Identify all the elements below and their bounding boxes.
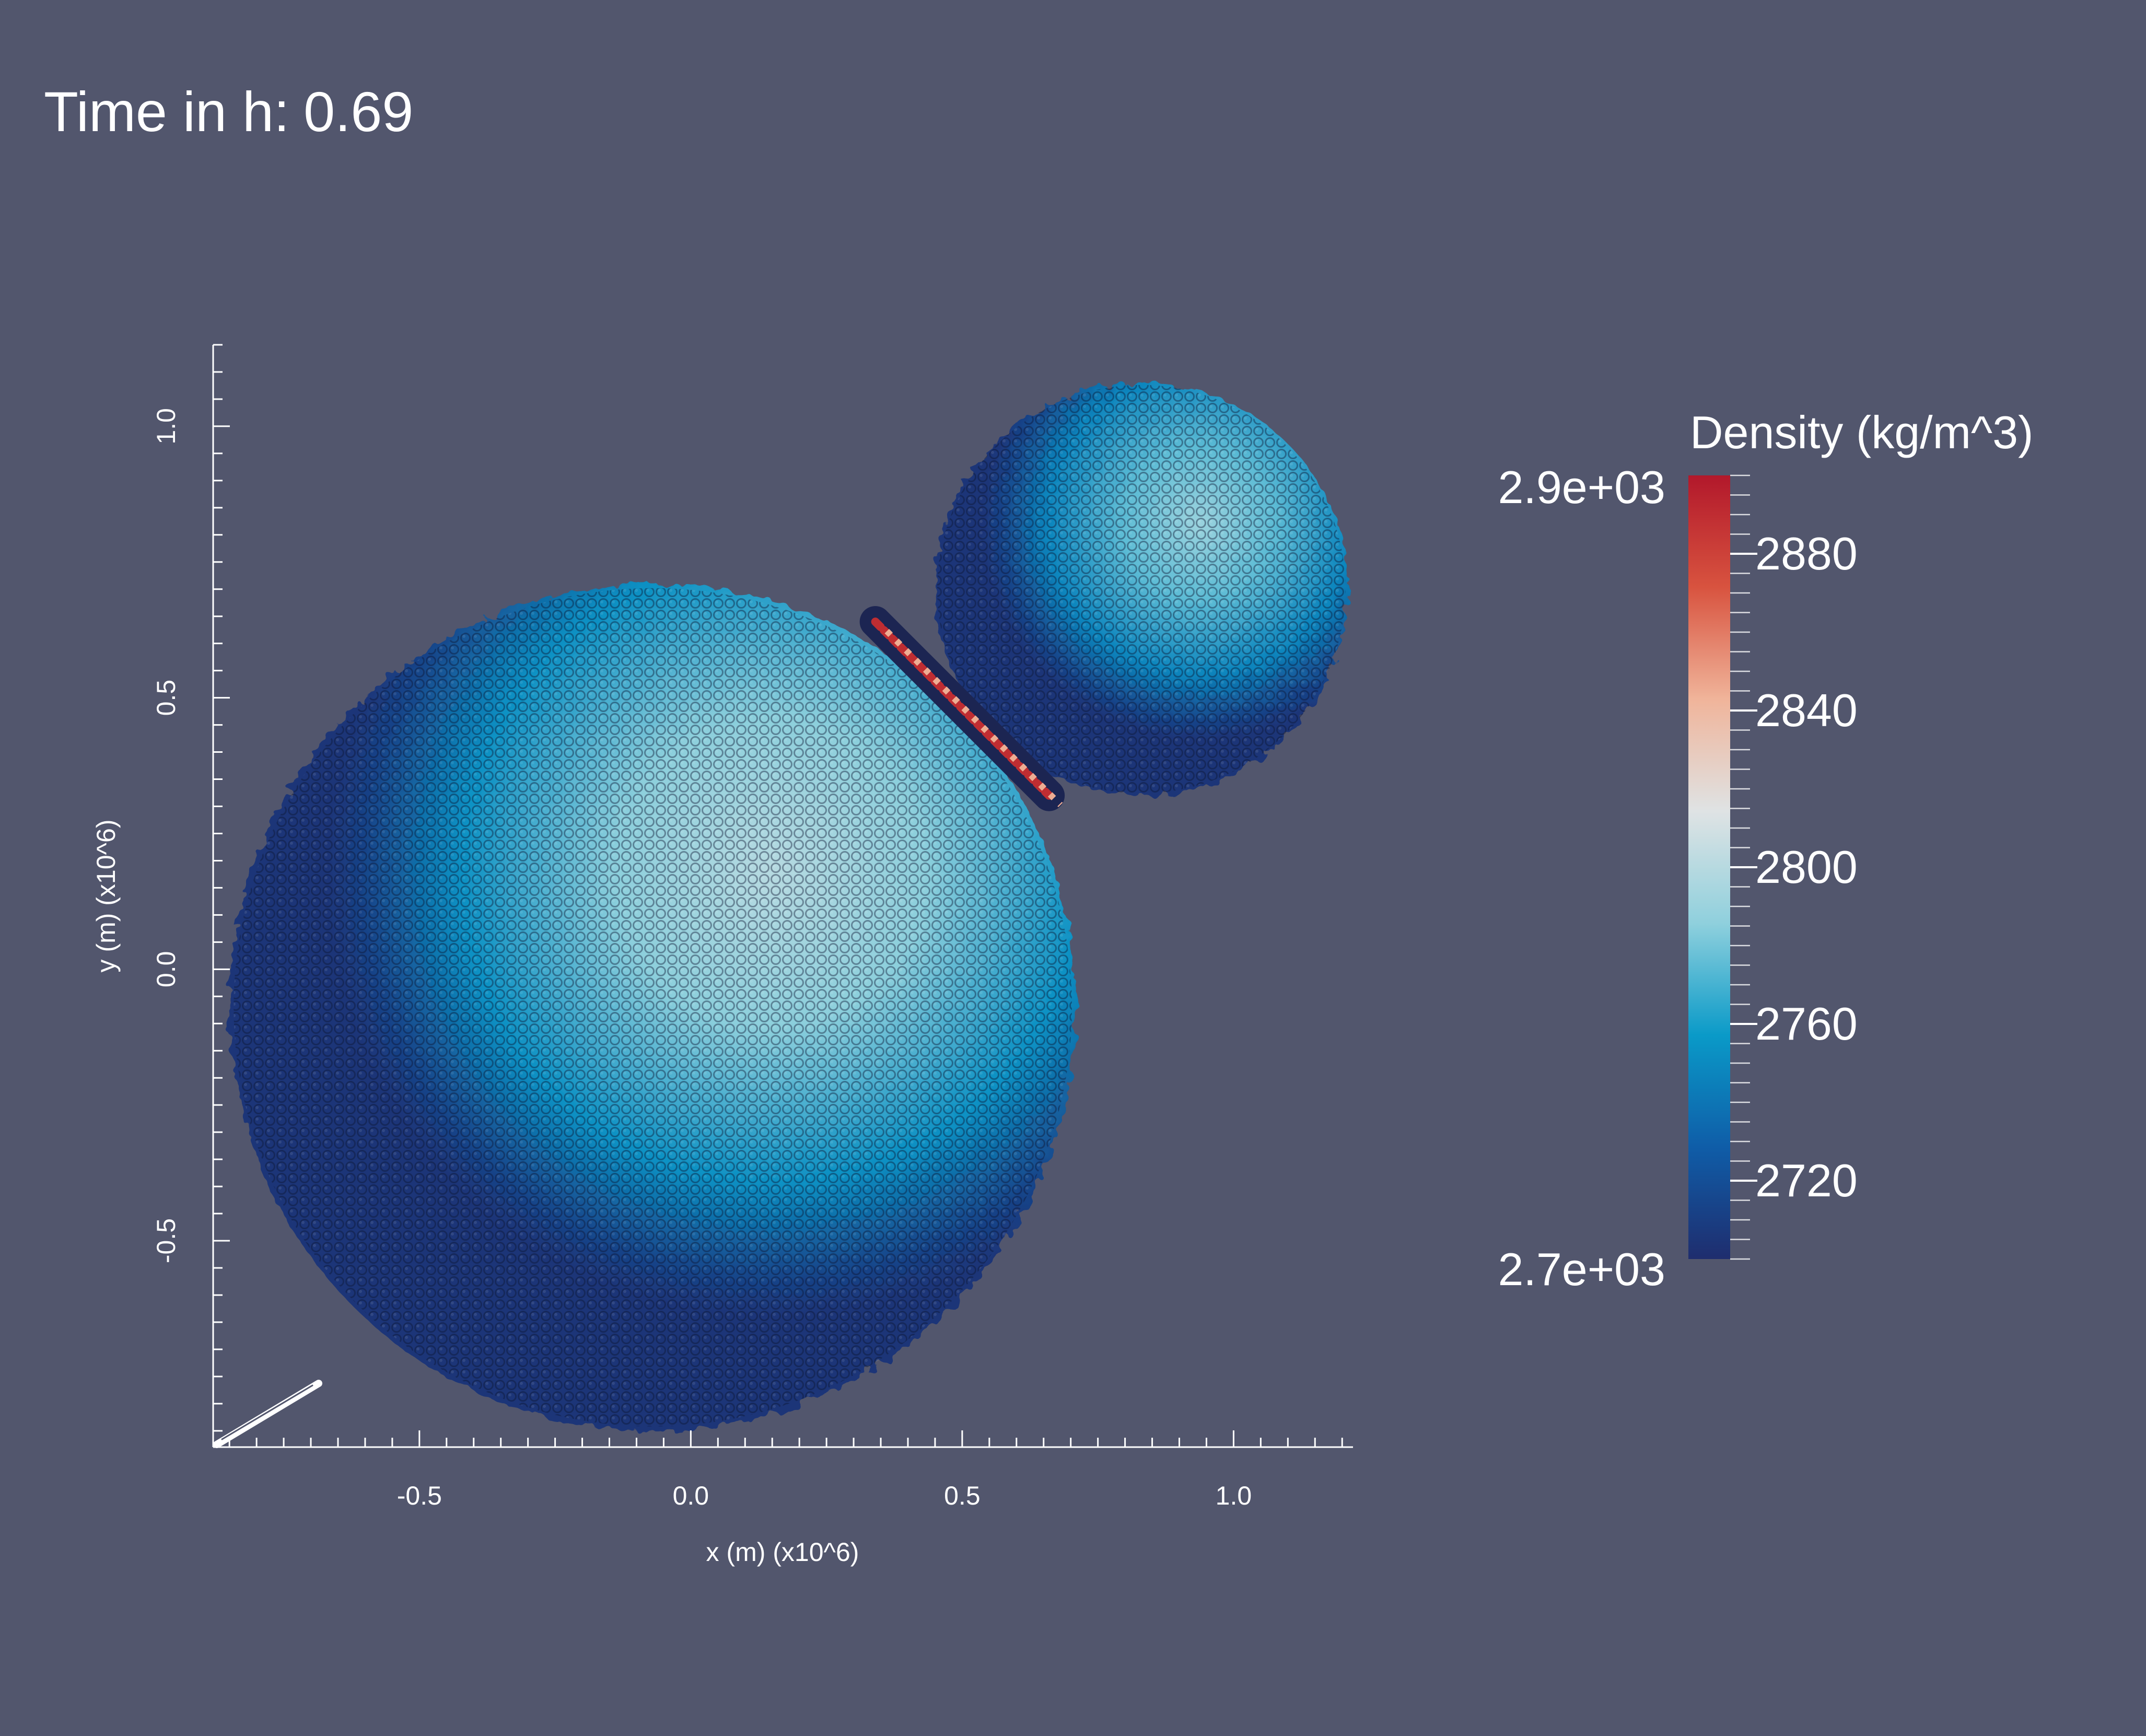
- x-tick-label: 0.5: [944, 1481, 981, 1510]
- body-1-particles: [937, 385, 1346, 794]
- colorbar-tick-label: 2800: [1755, 841, 1858, 893]
- time-label: Time in h:: [44, 80, 290, 143]
- x-tick-label: 1.0: [1216, 1481, 1252, 1510]
- body-0-particles: [234, 588, 1072, 1427]
- y-axis-title: y (m) (x10^6): [91, 820, 121, 973]
- colorbar: Density (kg/m^3) 2.9e+03 2.7e+03 2720 276…: [1498, 406, 2033, 1295]
- contact-particles: [871, 617, 1054, 800]
- colorbar-tick-label: 2840: [1755, 684, 1858, 736]
- y-ticks: -0.5 0.0 0.5 1.0: [151, 344, 230, 1432]
- colorbar-tick-labels: 2720 2760 2800 2840 2880: [1730, 528, 1858, 1206]
- colorbar-min-label: 2.7e+03: [1498, 1243, 1665, 1295]
- colorbar-title: Density (kg/m^3): [1690, 406, 2033, 458]
- axes: [212, 345, 1353, 1448]
- colorbar-ramp: [1688, 475, 1730, 1259]
- x-axis-title: x (m) (x10^6): [706, 1537, 859, 1567]
- y-tick-label: -0.5: [151, 1218, 181, 1263]
- y-tick-label: 0.5: [151, 680, 181, 716]
- contact-zone: [859, 606, 1065, 811]
- colorbar-tick-label: 2760: [1755, 998, 1858, 1050]
- colorbar-tick-label: 2880: [1755, 528, 1858, 579]
- time-title: Time in h: 0.69: [44, 84, 413, 140]
- x-tick-label: -0.5: [397, 1481, 442, 1510]
- time-value: 0.69: [304, 80, 414, 143]
- particle-bodies: [229, 382, 1348, 1431]
- colorbar-minor-ticks: [1730, 474, 1750, 1260]
- x-tick-label: 0.0: [673, 1481, 709, 1510]
- y-tick-label: 1.0: [151, 408, 181, 445]
- colorbar-max-label: 2.9e+03: [1498, 461, 1665, 513]
- contact-particles-outer: [884, 628, 1063, 807]
- orientation-triad: [213, 1380, 322, 1448]
- colorbar-tick-label: 2720: [1755, 1155, 1858, 1206]
- x-ticks: -0.5 0.0 0.5 1.0: [228, 1430, 1343, 1510]
- y-tick-label: 0.0: [151, 951, 181, 988]
